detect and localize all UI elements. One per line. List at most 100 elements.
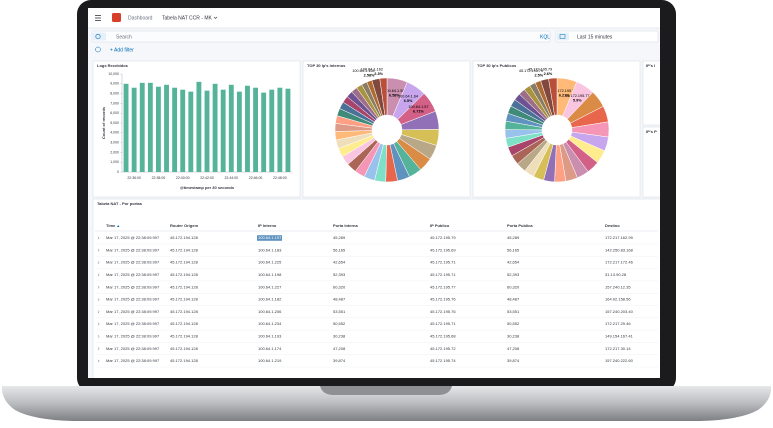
bar xyxy=(123,83,129,172)
table-cell: 45.172.195.69 xyxy=(430,247,456,252)
table-panel xyxy=(92,198,660,378)
column-header[interactable]: Porta Publica xyxy=(507,223,533,228)
slice-value-label: 2.5% xyxy=(534,74,543,78)
slice-label: 100.64.1.55 xyxy=(384,89,404,93)
slice-value-label: 6.5% xyxy=(404,99,413,103)
top-bar xyxy=(88,8,660,28)
table-cell: 45.172.194.128 xyxy=(170,247,199,252)
table-cell: 50,552 xyxy=(333,321,346,326)
space-icon[interactable] xyxy=(112,13,121,22)
expand-toggle[interactable] xyxy=(97,322,100,326)
table-cell: 45.172.195.76 xyxy=(430,309,456,314)
slice-value-label: 5.9% xyxy=(573,99,582,103)
expand-toggle[interactable] xyxy=(97,335,100,338)
panel-title: TOP 30 Ip's Internos xyxy=(307,63,346,68)
bar xyxy=(277,87,283,172)
y-tick-label: 5,000 xyxy=(110,121,119,125)
slice-label: 45.172.195.79 xyxy=(528,68,552,72)
y-tick-label: 3,000 xyxy=(110,141,119,145)
table-cell: 45.172.195.74 xyxy=(430,358,456,363)
table-cell: 45.172.194.128 xyxy=(170,358,199,363)
table-cell: 172.217.30.14 xyxy=(605,346,631,351)
slice-value-label: 2.58% xyxy=(364,73,375,77)
y-tick-label: 6,000 xyxy=(110,111,119,115)
bar xyxy=(156,86,161,172)
dashboard-name[interactable]: Tabela NAT CCR - MK xyxy=(162,15,212,21)
y-axis-label: Count of records xyxy=(101,106,106,139)
table-cell: Mar 17, 2025 @ 22:38:09.997 xyxy=(106,260,160,265)
table-cell: 45.172.195.71 xyxy=(430,260,456,265)
table-cell: 45.172.194.128 xyxy=(170,260,199,265)
bar xyxy=(164,84,169,172)
table-cell: 100.64.1.219 xyxy=(258,358,282,363)
table-cell: 100.64.1.182 xyxy=(258,297,282,302)
y-tick-label: 4,000 xyxy=(110,131,119,135)
table-cell: 60,320 xyxy=(507,284,520,289)
pie-slice xyxy=(548,77,558,116)
bar xyxy=(139,82,145,172)
expand-toggle[interactable] xyxy=(97,248,100,252)
y-tick-label: 2,000 xyxy=(110,150,119,154)
table-cell: 45.172.195.71 xyxy=(430,272,456,277)
bar xyxy=(196,81,202,172)
column-header[interactable]: Router Origem xyxy=(170,223,198,228)
expand-toggle[interactable] xyxy=(97,273,100,277)
table-cell: 45.172.195.76 xyxy=(430,297,456,302)
saved-query-button[interactable] xyxy=(93,32,106,41)
bar xyxy=(261,92,267,172)
table-cell: 142.250.83.168 xyxy=(605,247,634,252)
table-cell: 100.64.1.225 xyxy=(258,260,282,265)
cell-highlight xyxy=(257,235,282,241)
search-placeholder[interactable]: Search xyxy=(116,34,132,40)
table-title: Tabela NAT - Por portas xyxy=(97,201,143,206)
table-cell: 100.64.1.197 xyxy=(258,235,282,240)
filter-icon[interactable] xyxy=(95,46,101,53)
expand-toggle[interactable] xyxy=(97,359,100,363)
expand-toggle[interactable] xyxy=(97,285,100,289)
panel-title: TOP 30 Ip's Publicos xyxy=(477,63,517,68)
expand-toggle[interactable] xyxy=(97,298,100,301)
expand-toggle[interactable] xyxy=(97,310,100,314)
column-header[interactable]: Time xyxy=(106,223,116,228)
expand-toggle[interactable] xyxy=(97,236,100,240)
table-cell: Mar 17, 2025 @ 22:38:09.997 xyxy=(106,297,160,302)
query-language[interactable]: KQL xyxy=(540,34,550,40)
table-cell: 157.240.12.35 xyxy=(605,284,631,289)
column-header[interactable]: IP Publico xyxy=(430,223,450,228)
breadcrumb[interactable]: Dashboard xyxy=(128,15,153,21)
expand-toggle[interactable] xyxy=(97,261,100,264)
table-cell: Mar 17, 2025 @ 22:38:09.997 xyxy=(106,272,160,277)
table-cell: 60,320 xyxy=(333,284,346,289)
time-picker[interactable] xyxy=(555,30,659,43)
y-tick-label: 10,000 xyxy=(108,72,119,76)
table-cell: 50,552 xyxy=(507,321,520,326)
bar xyxy=(228,84,234,172)
slice-value-label: 6.71% xyxy=(413,110,424,114)
table-cell: Mar 17, 2025 @ 22:38:09.997 xyxy=(106,247,160,252)
column-header[interactable]: Destino xyxy=(605,223,620,228)
laptop-base xyxy=(1,386,772,421)
table-cell: 56,165 xyxy=(333,247,346,252)
add-filter[interactable]: + Add filter xyxy=(110,47,134,53)
column-header[interactable]: Porta Interna xyxy=(333,223,358,228)
column-header[interactable]: IP Interno xyxy=(258,223,277,228)
sort-arrow xyxy=(117,225,120,227)
bar xyxy=(269,89,275,172)
table-cell: 100.64.1.198 xyxy=(258,272,282,277)
table-cell: 39,874 xyxy=(333,358,346,363)
expand-toggle[interactable] xyxy=(97,347,100,351)
table-cell: 56,165 xyxy=(507,247,520,252)
search-bar[interactable] xyxy=(91,30,551,43)
table-cell: 47,208 xyxy=(507,346,520,351)
table-cell: 45.172.194.128 xyxy=(170,309,199,314)
table-cell: 164.92.158.56 xyxy=(605,297,631,302)
panel xyxy=(642,126,660,198)
base-notch xyxy=(320,386,452,395)
table-cell: 149.154.167.41 xyxy=(605,333,634,338)
x-axis-label: @timestamp per 30 seconds xyxy=(180,185,235,190)
y-tick-label: 0 xyxy=(117,170,119,174)
menu-icon[interactable] xyxy=(95,15,101,21)
time-range[interactable]: Last 15 minutes xyxy=(577,34,613,40)
table-cell: 172.217.162.99 xyxy=(605,235,634,240)
